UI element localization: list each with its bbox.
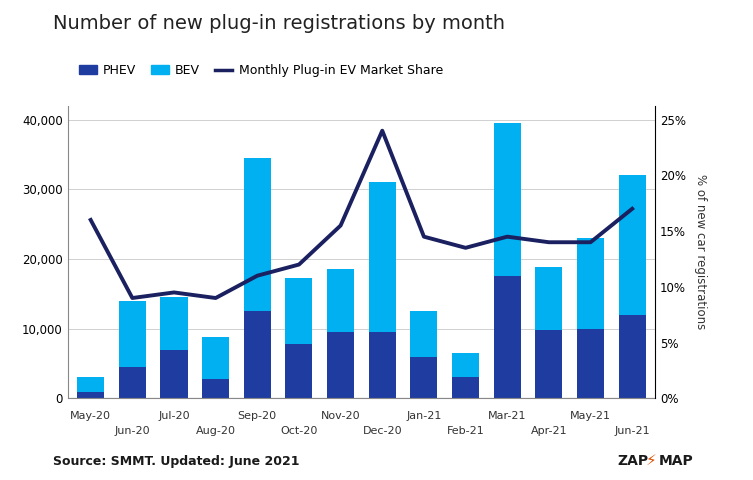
Bar xyxy=(410,357,437,398)
Text: Mar-21: Mar-21 xyxy=(488,411,526,421)
Bar xyxy=(244,311,271,398)
Text: May-20: May-20 xyxy=(70,411,111,421)
Bar xyxy=(285,344,312,398)
Text: Oct-20: Oct-20 xyxy=(280,426,318,436)
Bar xyxy=(619,315,646,398)
Bar xyxy=(77,377,104,392)
Text: Feb-21: Feb-21 xyxy=(447,426,484,436)
Text: Source: SMMT. Updated: June 2021: Source: SMMT. Updated: June 2021 xyxy=(53,455,299,468)
Bar xyxy=(119,301,146,367)
Text: ZAP: ZAP xyxy=(617,454,648,468)
Text: ⚡: ⚡ xyxy=(645,453,656,468)
Bar xyxy=(244,158,271,311)
Bar xyxy=(285,278,312,344)
Text: Number of new plug-in registrations by month: Number of new plug-in registrations by m… xyxy=(53,14,505,34)
Bar xyxy=(494,276,521,398)
Bar xyxy=(369,332,396,398)
Text: Dec-20: Dec-20 xyxy=(362,426,402,436)
Text: May-21: May-21 xyxy=(570,411,611,421)
Text: Aug-20: Aug-20 xyxy=(196,426,236,436)
Bar xyxy=(160,297,187,349)
Bar xyxy=(77,392,104,398)
Text: Nov-20: Nov-20 xyxy=(321,411,361,421)
Bar xyxy=(202,379,229,398)
Text: Sep-20: Sep-20 xyxy=(238,411,277,421)
Text: Jun-21: Jun-21 xyxy=(614,426,650,436)
Bar xyxy=(327,269,354,332)
Text: MAP: MAP xyxy=(659,454,694,468)
Bar xyxy=(452,377,479,398)
Bar xyxy=(119,367,146,398)
Bar xyxy=(577,238,604,329)
Text: Jan-21: Jan-21 xyxy=(406,411,441,421)
Bar xyxy=(452,353,479,377)
Bar xyxy=(369,182,396,332)
Bar xyxy=(577,329,604,398)
Bar xyxy=(494,123,521,276)
Bar xyxy=(160,349,187,398)
Bar xyxy=(202,337,229,379)
Bar xyxy=(535,267,562,330)
Y-axis label: % of new car registrations: % of new car registrations xyxy=(694,174,707,330)
Text: Apr-21: Apr-21 xyxy=(531,426,567,436)
Bar xyxy=(410,311,437,357)
Bar xyxy=(619,175,646,315)
Bar xyxy=(535,330,562,398)
Bar xyxy=(327,332,354,398)
Text: Jul-20: Jul-20 xyxy=(158,411,190,421)
Legend: PHEV, BEV, Monthly Plug-in EV Market Share: PHEV, BEV, Monthly Plug-in EV Market Sha… xyxy=(74,59,448,82)
Text: Jun-20: Jun-20 xyxy=(114,426,150,436)
